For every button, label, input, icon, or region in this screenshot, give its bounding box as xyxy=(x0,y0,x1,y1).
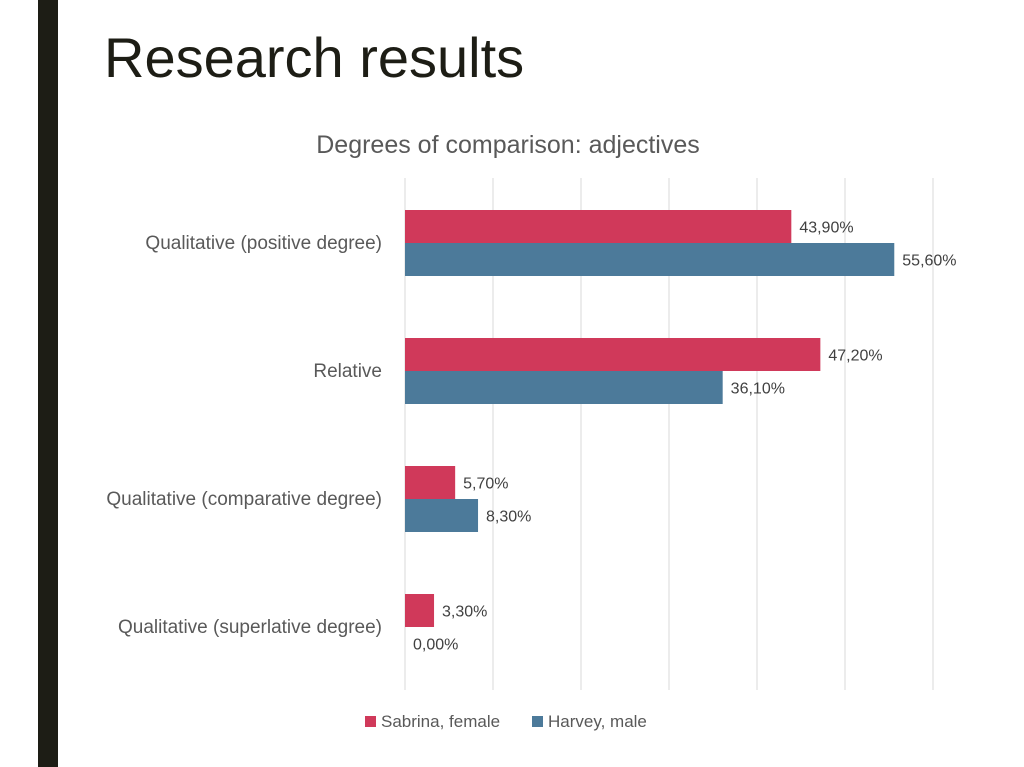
slide-title: Research results xyxy=(104,26,525,89)
data-label: 36,10% xyxy=(731,381,785,398)
legend-swatch xyxy=(365,716,376,727)
chart-title: Degrees of comparison: adjectives xyxy=(316,131,700,159)
data-label: 55,60% xyxy=(902,253,956,270)
data-label: 3,30% xyxy=(442,604,487,621)
value-labels: 43,90% 55,60% 47,20% 36,10% 5,70% 8,30% 3,30% 0… xyxy=(413,220,957,654)
slide-accent-bar xyxy=(38,0,58,767)
category-label: Qualitative (comparative degree) xyxy=(106,489,382,510)
bars-group xyxy=(405,210,895,627)
legend: Sabrina, female Harvey, male xyxy=(365,712,647,731)
legend-label: Harvey, male xyxy=(548,712,647,731)
category-labels: Qualitative (positive degree) Relative Qua… xyxy=(106,233,382,638)
data-label: 47,20% xyxy=(828,348,882,365)
data-label: 0,00% xyxy=(413,637,458,654)
legend-swatch xyxy=(532,716,543,727)
data-label: 43,90% xyxy=(799,220,853,237)
category-label: Qualitative (positive degree) xyxy=(145,233,382,254)
category-label: Qualitative (superlative degree) xyxy=(118,617,382,638)
category-label: Relative xyxy=(313,361,382,382)
bar-sabrina-female-qualitative-positive-degree xyxy=(405,210,792,243)
data-label: 8,30% xyxy=(486,509,531,526)
bar-sabrina-female-relative xyxy=(405,338,821,371)
bar-harvey-male-relative xyxy=(405,371,723,404)
bar-harvey-male-qualitative-comparative-degree xyxy=(405,499,479,532)
bar-sabrina-female-qualitative-superlative-degree xyxy=(405,594,435,627)
data-label: 5,70% xyxy=(463,476,508,493)
bar-harvey-male-qualitative-positive-degree xyxy=(405,243,895,276)
bar-sabrina-female-qualitative-comparative-degree xyxy=(405,466,456,499)
legend-label: Sabrina, female xyxy=(381,712,500,731)
